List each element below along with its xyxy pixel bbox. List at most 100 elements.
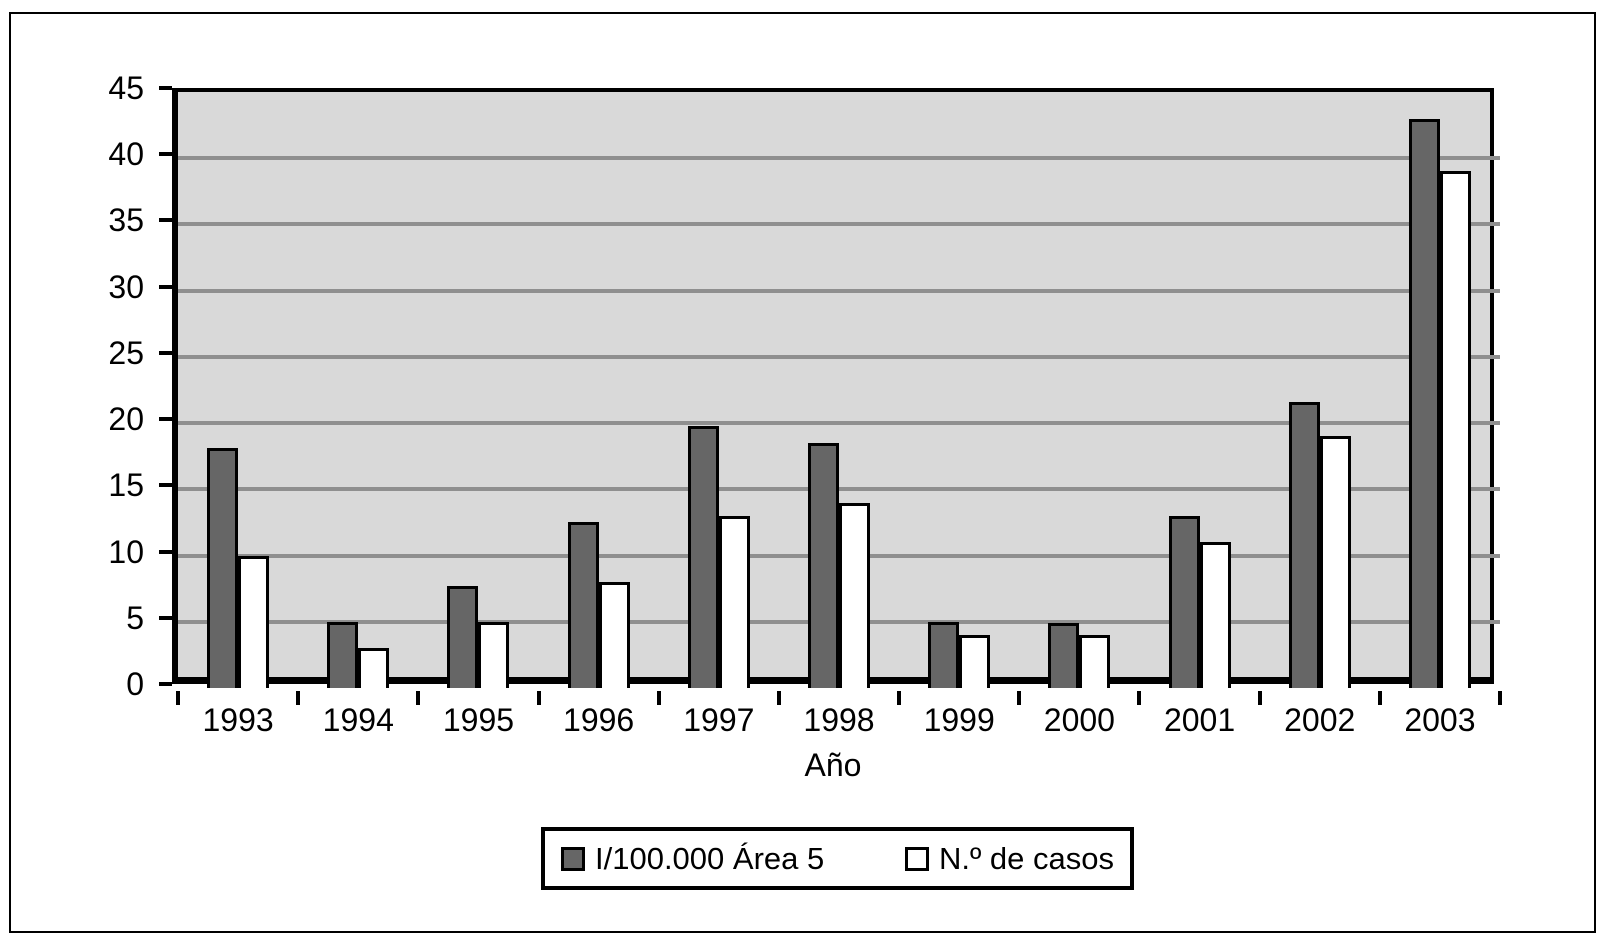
- bar-group-1998: [779, 92, 899, 688]
- x-tick-mark-9: [1257, 691, 1262, 705]
- bar-2002-series2: [1319, 436, 1351, 688]
- bar-1994-series1: [327, 621, 359, 688]
- x-tick-mark-4: [656, 691, 661, 705]
- bar-pair-2003: [1408, 92, 1471, 688]
- y-tick-mark-0: [159, 682, 172, 686]
- y-tick-mark-5: [159, 615, 172, 620]
- legend-label-series1: I/100.000 Área 5: [595, 840, 825, 876]
- x-axis-title: Año: [804, 747, 862, 783]
- legend-item-series1: I/100.000 Área 5: [561, 841, 824, 877]
- x-tick-label-1997: 1997: [683, 702, 755, 738]
- bar-group-2003: [1380, 92, 1500, 688]
- x-tick-mark-1: [296, 691, 301, 705]
- bar-group-2000: [1019, 92, 1139, 688]
- gridline-40: [178, 156, 1500, 161]
- bar-pair-1998: [807, 92, 870, 688]
- y-tick-label-15: 15: [108, 467, 144, 504]
- bar-1999-series2: [959, 635, 991, 688]
- plot-inner: [178, 92, 1500, 688]
- bar-pair-1997: [687, 92, 750, 688]
- bar-1999-series1: [928, 621, 960, 688]
- y-tick-label-30: 30: [108, 268, 144, 305]
- x-tick-label-1993: 1993: [202, 702, 274, 738]
- bar-pair-2001: [1168, 92, 1231, 688]
- x-tick-mark-5: [776, 691, 781, 705]
- x-tick-label-1996: 1996: [563, 702, 635, 738]
- gridline-15: [178, 487, 1500, 492]
- y-tick-mark-30: [159, 284, 172, 289]
- x-tick-label-2000: 2000: [1043, 702, 1115, 738]
- bar-2001-series2: [1199, 542, 1231, 688]
- bar-pair-1993: [207, 92, 270, 688]
- y-tick-label-35: 35: [108, 202, 144, 239]
- plot-area: [172, 88, 1500, 688]
- bar-group-1993: [178, 92, 298, 688]
- x-tick-mark-8: [1137, 691, 1142, 705]
- y-tick-label-10: 10: [108, 533, 144, 570]
- bar-pair-1996: [567, 92, 630, 688]
- bar-1995-series1: [447, 586, 479, 688]
- x-tick-mark-11: [1498, 691, 1502, 705]
- y-tick-mark-45: [159, 86, 172, 90]
- x-tick-mark-7: [1017, 691, 1022, 705]
- bar-1998-series1: [807, 442, 839, 688]
- bar-1993-series1: [207, 448, 239, 688]
- x-axis: 1993 1994 1995 1996 1997 1998 1999 2000 2001 2002…: [172, 691, 1502, 751]
- bar-2000-series2: [1079, 635, 1111, 688]
- bar-pair-1999: [928, 92, 991, 688]
- x-tick-mark-3: [536, 691, 541, 705]
- bar-1996-series2: [598, 582, 630, 688]
- y-tick-mark-20: [159, 417, 172, 422]
- x-tick-label-2003: 2003: [1404, 702, 1476, 738]
- figure-border-frame: 45 40 35 30 25 20 15 10 5 0 1993 1994 1995 1996 1997 1…: [9, 12, 1596, 933]
- x-tick-label-2002: 2002: [1284, 702, 1356, 738]
- gridline-25: [178, 354, 1500, 359]
- bar-pair-1994: [327, 92, 390, 688]
- x-tick-label-1998: 1998: [803, 702, 875, 738]
- bar-1997-series1: [687, 425, 719, 688]
- gridline-35: [178, 222, 1500, 227]
- bar-pair-2000: [1048, 92, 1111, 688]
- bar-2001-series1: [1168, 515, 1200, 688]
- bar-2003-series1: [1408, 118, 1440, 688]
- y-tick-label-20: 20: [108, 401, 144, 438]
- x-tick-label-1994: 1994: [322, 702, 394, 738]
- y-tick-mark-40: [159, 152, 172, 157]
- bar-group-2002: [1260, 92, 1380, 688]
- x-tick-mark-0: [176, 691, 180, 705]
- bar-2002-series1: [1288, 401, 1320, 688]
- x-tick-mark-10: [1377, 691, 1382, 705]
- bar-1993-series2: [238, 555, 270, 688]
- y-tick-label-0: 0: [126, 666, 144, 702]
- bar-pair-1995: [447, 92, 510, 688]
- y-tick-label-40: 40: [108, 136, 144, 173]
- y-tick-mark-15: [159, 483, 172, 488]
- legend-swatch-dark: [561, 846, 585, 871]
- bar-group-1994: [298, 92, 418, 688]
- bar-1995-series2: [478, 621, 510, 688]
- y-tick-label-45: 45: [108, 70, 144, 106]
- bar-group-1995: [418, 92, 538, 688]
- bar-1994-series2: [358, 648, 390, 688]
- bar-1998-series2: [838, 502, 870, 688]
- y-tick-mark-10: [159, 549, 172, 554]
- bar-1997-series2: [718, 515, 750, 688]
- x-tick-mark-6: [897, 691, 902, 705]
- bar-1996-series1: [567, 522, 599, 688]
- legend-label-series2: N.º de casos: [938, 840, 1114, 876]
- gridline-20: [178, 421, 1500, 426]
- x-tick-label-2001: 2001: [1163, 702, 1236, 738]
- bar-2000-series1: [1048, 623, 1080, 688]
- y-tick-mark-25: [159, 350, 172, 355]
- y-axis: 45 40 35 30 25 20 15 10 5 0: [11, 70, 172, 702]
- legend-item-series2: N.º de casos: [904, 840, 1114, 877]
- bar-pair-2002: [1288, 92, 1351, 688]
- legend-box: I/100.000 Área 5 N.º de casos: [541, 827, 1134, 890]
- x-tick-label-1999: 1999: [923, 702, 995, 738]
- x-tick-mark-2: [416, 691, 421, 705]
- bar-group-1996: [539, 92, 659, 688]
- legend-swatch-white: [904, 846, 929, 871]
- bar-group-1999: [899, 92, 1019, 688]
- y-tick-label-5: 5: [126, 599, 144, 636]
- bar-group-1997: [659, 92, 779, 688]
